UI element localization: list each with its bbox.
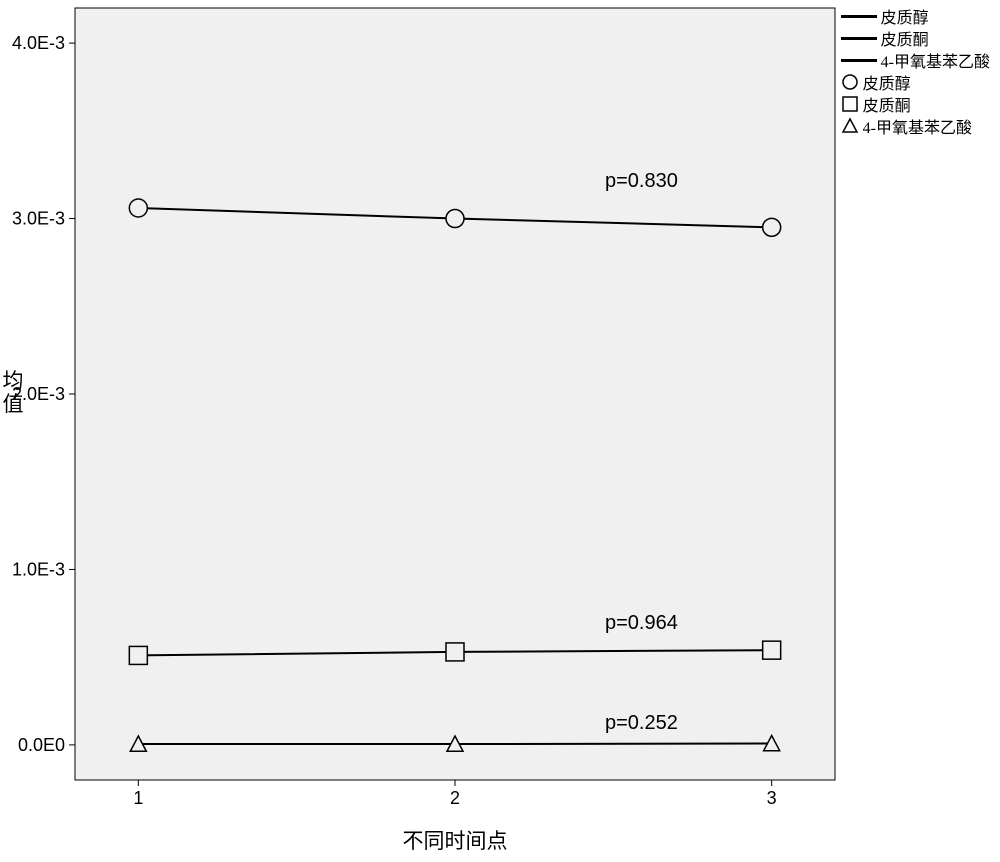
annotation-p1: p=0.830 [605, 170, 678, 193]
annotation-text: p=0.830 [605, 170, 678, 192]
legend-marker-label: 皮质醇 [863, 70, 911, 94]
legend-line-label: 皮质酮 [881, 26, 929, 50]
svg-text:3: 3 [767, 788, 777, 808]
annotation-text: p=0.252 [605, 712, 678, 734]
legend-marker-label: 皮质酮 [863, 92, 911, 116]
legend-marker-row: 皮质醇 [841, 71, 990, 93]
square-icon [841, 95, 859, 113]
svg-text:1: 1 [133, 788, 143, 808]
legend-marker-row: 皮质酮 [841, 93, 990, 115]
legend-marker-label: 4-甲氧基苯乙酸 [863, 114, 972, 138]
y-axis-label: 均值 [2, 370, 24, 416]
legend-line-row: 4-甲氧基苯乙酸 [841, 49, 990, 71]
annotation-p2: p=0.964 [605, 612, 678, 635]
y-axis-label-text: 均值 [3, 369, 24, 416]
svg-text:2: 2 [450, 788, 460, 808]
legend-line-swatch [841, 37, 877, 40]
legend-marker-row: 4-甲氧基苯乙酸 [841, 115, 990, 137]
legend-line-label: 皮质醇 [881, 4, 929, 28]
triangle-icon [841, 117, 859, 135]
legend-line-row: 皮质酮 [841, 27, 990, 49]
legend-line-swatch [841, 59, 877, 62]
legend: 皮质醇 皮质酮 4-甲氧基苯乙酸 皮质醇 皮质酮 4-甲氧基苯乙酸 [841, 5, 990, 137]
annotation-p3: p=0.252 [605, 712, 678, 735]
svg-text:0.0E0: 0.0E0 [18, 735, 65, 755]
legend-line-swatch [841, 15, 877, 18]
chart-container: 0.0E01.0E-32.0E-33.0E-34.0E-3123 均值 不同时间… [0, 0, 1000, 857]
svg-text:1.0E-3: 1.0E-3 [12, 559, 65, 579]
x-axis-label: 不同时间点 [75, 825, 835, 855]
legend-line-label: 4-甲氧基苯乙酸 [881, 48, 990, 72]
legend-line-row: 皮质醇 [841, 5, 990, 27]
x-axis-label-text: 不同时间点 [403, 829, 508, 853]
svg-text:4.0E-3: 4.0E-3 [12, 33, 65, 53]
svg-text:3.0E-3: 3.0E-3 [12, 209, 65, 229]
annotation-text: p=0.964 [605, 612, 678, 634]
circle-icon [841, 73, 859, 91]
